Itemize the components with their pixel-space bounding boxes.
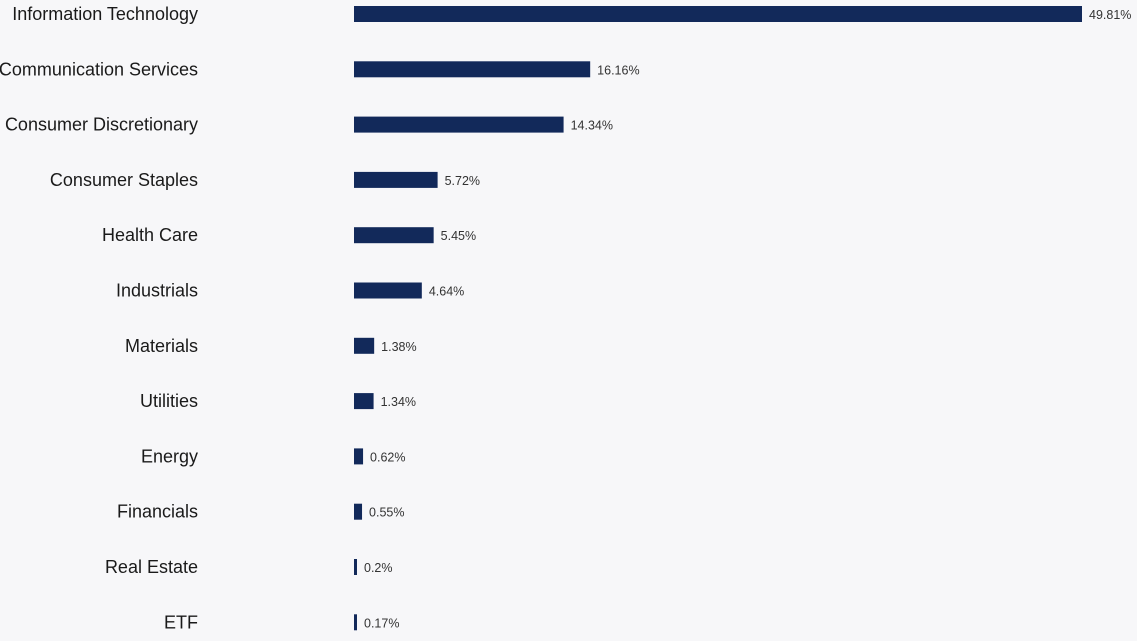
category-labels: Information Technology Communication Serv… xyxy=(0,4,198,632)
category-label: Information Technology xyxy=(12,4,198,24)
category-label: ETF xyxy=(164,612,198,632)
value-label: 0.17% xyxy=(364,616,399,630)
value-label: 5.72% xyxy=(445,174,480,188)
category-label: Real Estate xyxy=(105,557,198,577)
value-label: 0.62% xyxy=(370,450,405,464)
value-label: 1.34% xyxy=(381,395,416,409)
bar[interactable] xyxy=(354,448,364,465)
value-label: 49.81% xyxy=(1089,8,1131,22)
value-label: 5.45% xyxy=(441,229,476,243)
category-label: Health Care xyxy=(102,225,198,245)
category-label: Consumer Discretionary xyxy=(5,115,198,135)
category-label: Consumer Staples xyxy=(50,170,198,190)
category-label: Financials xyxy=(117,502,198,522)
bar[interactable] xyxy=(354,282,422,299)
category-label: Energy xyxy=(141,446,198,466)
bars xyxy=(354,6,1082,631)
bar[interactable] xyxy=(354,116,564,133)
bar[interactable] xyxy=(354,337,375,354)
value-label: 0.55% xyxy=(369,506,404,520)
value-label: 16.16% xyxy=(597,63,639,77)
bar[interactable] xyxy=(354,227,434,244)
value-label: 14.34% xyxy=(571,119,613,133)
bar[interactable] xyxy=(354,559,357,575)
bar[interactable] xyxy=(354,61,591,78)
value-label: 4.64% xyxy=(429,285,464,299)
bar[interactable] xyxy=(354,614,357,631)
category-label: Communication Services xyxy=(0,59,198,79)
category-label: Industrials xyxy=(116,281,198,301)
value-labels: 49.81% 16.16% 14.34% 5.72% 5.45% 4.64% 1.38% 1.… xyxy=(364,8,1131,630)
bar[interactable] xyxy=(354,171,438,188)
value-label: 0.2% xyxy=(364,561,393,575)
category-label: Materials xyxy=(125,336,198,356)
category-label: Utilities xyxy=(140,391,198,411)
bar[interactable] xyxy=(354,393,374,410)
bar[interactable] xyxy=(354,6,1082,22)
bar[interactable] xyxy=(354,503,363,520)
value-label: 1.38% xyxy=(381,340,416,354)
